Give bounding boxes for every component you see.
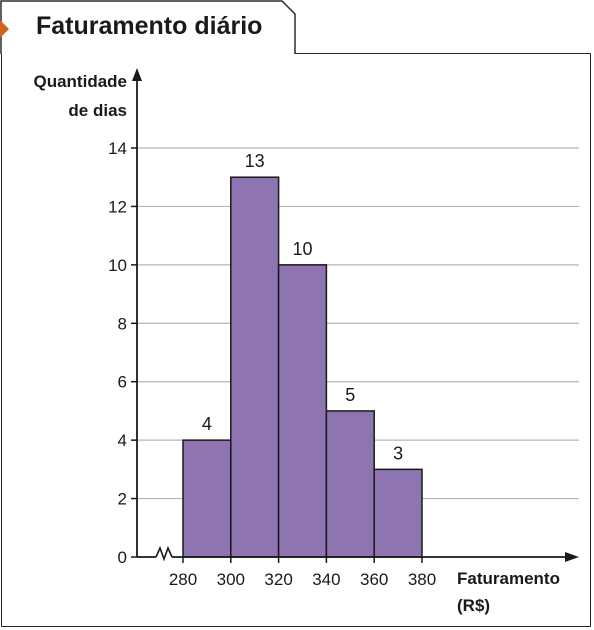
chart-title: Faturamento diário [36, 12, 263, 40]
title-tab: Faturamento diário [0, 0, 296, 54]
bar-280-300 [182, 439, 232, 558]
y-tick-label-14: 14 [108, 139, 127, 158]
x-tick-label-320: 320 [264, 570, 292, 589]
y-axis-title-line2: de dias [68, 101, 127, 120]
y-tick-label-10: 10 [108, 256, 127, 275]
x-axis-title-line2: (R$) [457, 596, 490, 615]
bar-300-320 [230, 176, 280, 558]
x-tick-label-380: 380 [408, 570, 436, 589]
bar-360-380 [373, 468, 423, 558]
x-axis-arrowhead [565, 552, 579, 562]
x-tick-label-340: 340 [312, 570, 340, 589]
bar-340-360 [325, 410, 375, 558]
x-tick-label-280: 280 [169, 570, 197, 589]
data-label-360-380: 3 [393, 443, 403, 463]
y-tick-label-2: 2 [118, 490, 127, 509]
x-axis-title-line1: Faturamento [457, 569, 560, 588]
x-axis-break-mark [155, 545, 173, 562]
data-label-340-360: 5 [345, 385, 355, 405]
y-tick-label-0: 0 [118, 548, 127, 567]
title-tab-shape [0, 0, 296, 54]
y-axis-title-line1: Quantidade [33, 72, 127, 91]
data-label-300-320: 13 [245, 151, 265, 171]
bar-320-340 [277, 264, 328, 558]
y-tick-label-6: 6 [118, 373, 127, 392]
y-axis-arrowhead [132, 68, 142, 81]
data-label-320-340: 10 [292, 239, 312, 259]
y-tick-label-8: 8 [118, 314, 127, 333]
x-tick-label-360: 360 [360, 570, 388, 589]
x-tick-label-300: 300 [217, 570, 245, 589]
y-tick-label-4: 4 [118, 431, 127, 450]
y-tick-label-12: 12 [108, 197, 127, 216]
data-label-280-300: 4 [202, 414, 212, 434]
